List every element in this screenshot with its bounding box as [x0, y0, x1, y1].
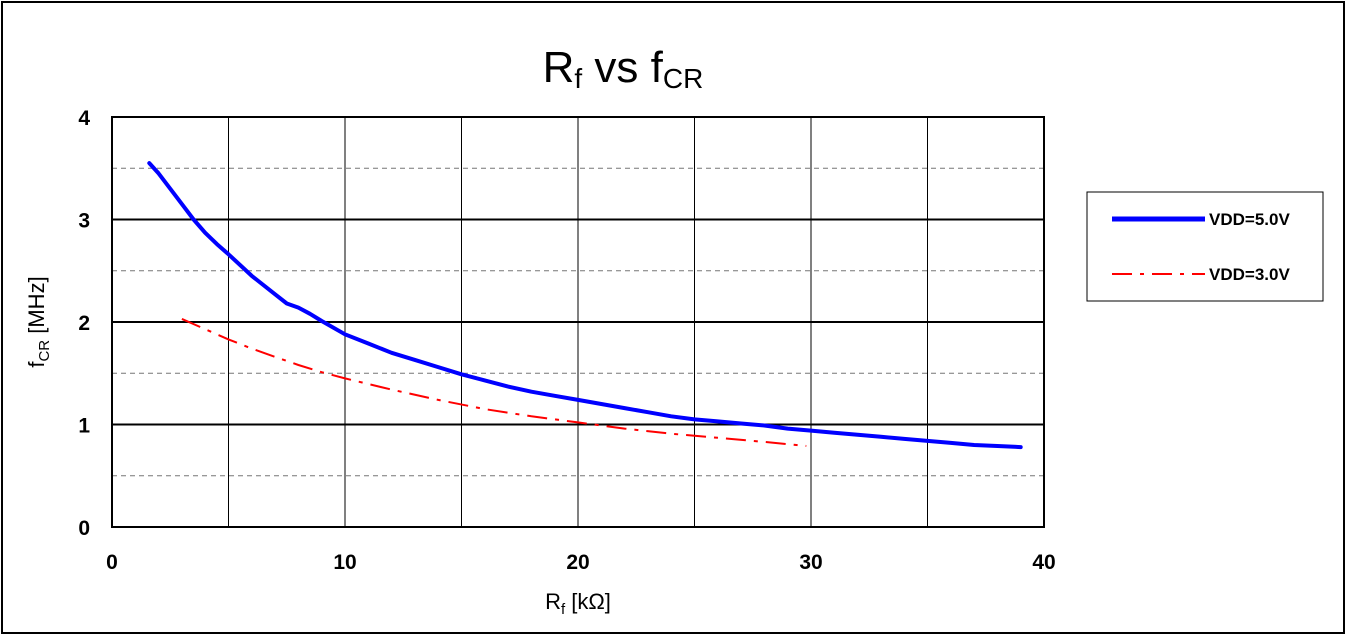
x-tick-label-30: 30	[799, 551, 822, 574]
y-tick-label-0: 0	[78, 517, 90, 540]
legend: VDD=5.0V VDD=3.0V	[1086, 191, 1324, 302]
x-tick-label-40: 40	[1032, 551, 1055, 574]
x-tick-label-10: 10	[333, 551, 356, 574]
y-tick-label-3: 3	[78, 210, 90, 233]
x-axis-label: Rf [kΩ]	[545, 589, 611, 618]
legend-label-vdd-5v: VDD=5.0V	[1209, 210, 1290, 229]
series-line-vdd-5v	[147, 161, 1023, 450]
series-group	[147, 161, 1023, 450]
y-tick-label-4: 4	[78, 107, 90, 130]
y-tick-label-2: 2	[78, 312, 90, 335]
series-line-vdd-3v	[181, 317, 807, 447]
chart-title: Rf vs fCR	[543, 43, 704, 94]
y-tick-label-1: 1	[78, 415, 90, 438]
legend-box	[1086, 191, 1324, 302]
x-tick-label-0: 0	[106, 551, 118, 574]
y-axis-label: fCR [MHz]	[24, 276, 53, 367]
x-tick-label-20: 20	[566, 551, 589, 574]
plot-area-border	[111, 116, 1045, 528]
tick-labels: 0 10 20 30 40 0 1 2 3 4	[78, 107, 1055, 574]
legend-label-vdd-3v: VDD=3.0V	[1209, 265, 1290, 284]
grid	[112, 117, 1044, 527]
